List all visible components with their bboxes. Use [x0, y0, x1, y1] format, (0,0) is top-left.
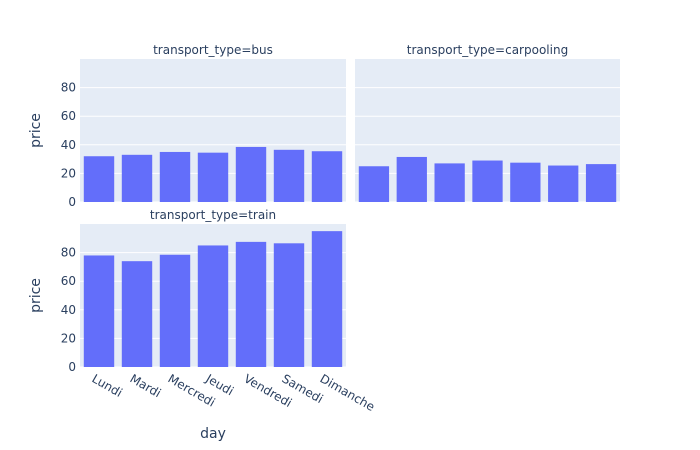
bar-lundi [83, 156, 115, 202]
bar-samedi [273, 149, 305, 202]
bars [83, 146, 617, 367]
bar-mercredi [434, 163, 465, 202]
y-tick-label: 40 [61, 138, 76, 152]
x-tick-label: Mardi [128, 371, 164, 400]
bar-dimanche [311, 151, 343, 202]
bar-jeudi [197, 245, 229, 367]
facet-title: transport_type=train [150, 208, 276, 222]
x-tick-label: Dimanche [318, 371, 378, 414]
y-tick-label: 20 [61, 166, 76, 180]
bar-jeudi [197, 152, 229, 202]
y-tick-label: 80 [61, 246, 76, 260]
facet-title: transport_type=bus [153, 43, 273, 57]
bar-mardi [396, 156, 427, 202]
bar-mardi [121, 261, 153, 367]
x-axis-title: day [200, 426, 226, 442]
x-tick-label: Lundi [90, 371, 125, 399]
bar-dimanche [585, 164, 617, 202]
y-tick-label: 40 [61, 303, 76, 317]
bar-lundi [358, 166, 390, 202]
y-tick-label: 20 [61, 331, 76, 345]
bar-vendredi [510, 162, 541, 202]
bar-vendredi [235, 241, 267, 367]
y-tick-label: 80 [61, 81, 76, 95]
bar-vendredi [235, 146, 267, 202]
y-axis-title: price [28, 278, 44, 313]
bar-mercredi [159, 254, 191, 367]
y-tick-label: 0 [68, 195, 76, 209]
facet-title: transport_type=carpooling [407, 43, 568, 57]
bar-samedi [548, 165, 579, 202]
y-tick-label: 0 [68, 360, 76, 374]
y-axis-title: price [28, 113, 44, 148]
bar-jeudi [472, 160, 503, 202]
y-tick-label: 60 [61, 274, 76, 288]
bar-lundi [83, 255, 115, 367]
bar-dimanche [311, 231, 343, 367]
y-tick-label: 60 [61, 109, 76, 123]
bar-mercredi [159, 151, 191, 202]
bar-samedi [273, 243, 305, 367]
bar-mardi [121, 154, 153, 202]
